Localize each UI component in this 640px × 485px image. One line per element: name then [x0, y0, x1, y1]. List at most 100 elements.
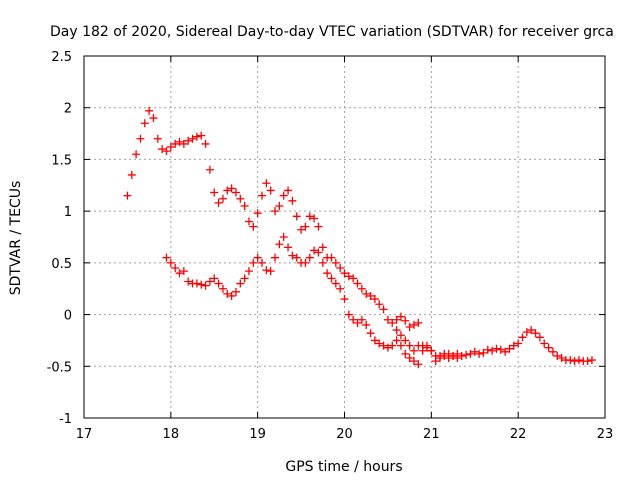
data-point [227, 291, 236, 300]
data-point [249, 222, 258, 231]
data-point [275, 201, 284, 210]
data-point [318, 258, 327, 267]
data-point [205, 165, 214, 174]
data-point [418, 341, 427, 350]
data-point [340, 295, 349, 304]
data-point [266, 267, 275, 276]
data-point [440, 351, 449, 360]
data-point [444, 349, 453, 358]
data-point [136, 134, 145, 143]
data-point [544, 343, 553, 352]
data-point [366, 291, 375, 300]
data-point [470, 347, 479, 356]
data-point [414, 360, 423, 369]
data-point [262, 179, 271, 188]
data-point [292, 253, 301, 262]
data-point [409, 357, 418, 366]
data-point [214, 279, 223, 288]
ticks-layer: 17 18 19 20 21 22 23 -1 -0.5 0 0.5 1 1.5 2 2.5 [47, 50, 614, 442]
data-point [240, 201, 249, 210]
data-point [314, 248, 323, 257]
data-point [527, 326, 536, 335]
data-point [175, 137, 184, 146]
data-point [310, 214, 319, 223]
x-tick-label: 18 [163, 427, 180, 442]
data-point [462, 350, 471, 359]
data-point [123, 191, 132, 200]
data-point [327, 274, 336, 283]
data-point [275, 240, 284, 249]
data-point [396, 331, 405, 340]
y-tick-label: 1.5 [51, 153, 72, 168]
data-point [483, 345, 492, 354]
data-point [401, 349, 410, 358]
data-point [223, 186, 232, 195]
data-point [179, 267, 188, 276]
data-point [587, 356, 596, 365]
data-point [301, 258, 310, 267]
x-tick-label: 22 [510, 427, 527, 442]
data-point [518, 333, 527, 342]
data-point [162, 253, 171, 262]
data-point [522, 328, 531, 337]
data-point [284, 186, 293, 195]
data-point [492, 344, 501, 353]
y-tick-label: 0.5 [51, 257, 72, 272]
data-point [166, 143, 175, 152]
data-point [336, 284, 345, 293]
data-point [401, 316, 410, 325]
data-point [192, 279, 201, 288]
y-tick-label: -0.5 [47, 360, 72, 375]
data-point [258, 191, 267, 200]
data-point [271, 253, 280, 262]
x-axis-label: GPS time / hours [285, 459, 402, 475]
data-point [310, 246, 319, 255]
data-point [297, 225, 306, 234]
data-point [127, 170, 136, 179]
data-point [140, 119, 149, 128]
data-point [405, 322, 414, 331]
x-tick-label: 19 [249, 427, 266, 442]
data-point [457, 351, 466, 360]
data-point [236, 194, 245, 203]
x-tick-label: 21 [423, 427, 440, 442]
data-point [375, 300, 384, 309]
data-point [171, 264, 180, 273]
data-point [158, 145, 167, 154]
y-tick-label: 2 [64, 102, 72, 117]
data-series [123, 106, 423, 331]
data-point [288, 251, 297, 260]
data-point [210, 274, 219, 283]
data-point [401, 336, 410, 345]
data-point [514, 339, 523, 348]
data-point [336, 264, 345, 273]
x-tick-label: 17 [76, 427, 93, 442]
data-series [162, 233, 596, 369]
data-point [466, 349, 475, 358]
data-point [353, 279, 362, 288]
data-point [223, 289, 232, 298]
data-point [379, 341, 388, 350]
data-point [205, 277, 214, 286]
data-point [305, 253, 314, 262]
series-layer [123, 106, 596, 369]
data-point [409, 320, 418, 329]
data-point [292, 212, 301, 221]
data-point [171, 139, 180, 148]
data-point [349, 315, 358, 324]
data-point [279, 233, 288, 241]
data-point [349, 274, 358, 283]
data-point [375, 339, 384, 348]
data-point [357, 284, 366, 293]
data-point [453, 354, 462, 363]
data-point [145, 106, 154, 115]
data-point [357, 315, 366, 324]
data-point [236, 279, 245, 288]
data-point [244, 217, 253, 226]
data-point [557, 354, 566, 363]
data-point [362, 320, 371, 329]
data-point [271, 207, 280, 216]
data-point [166, 258, 175, 267]
data-point [570, 357, 579, 366]
data-point [149, 114, 158, 123]
